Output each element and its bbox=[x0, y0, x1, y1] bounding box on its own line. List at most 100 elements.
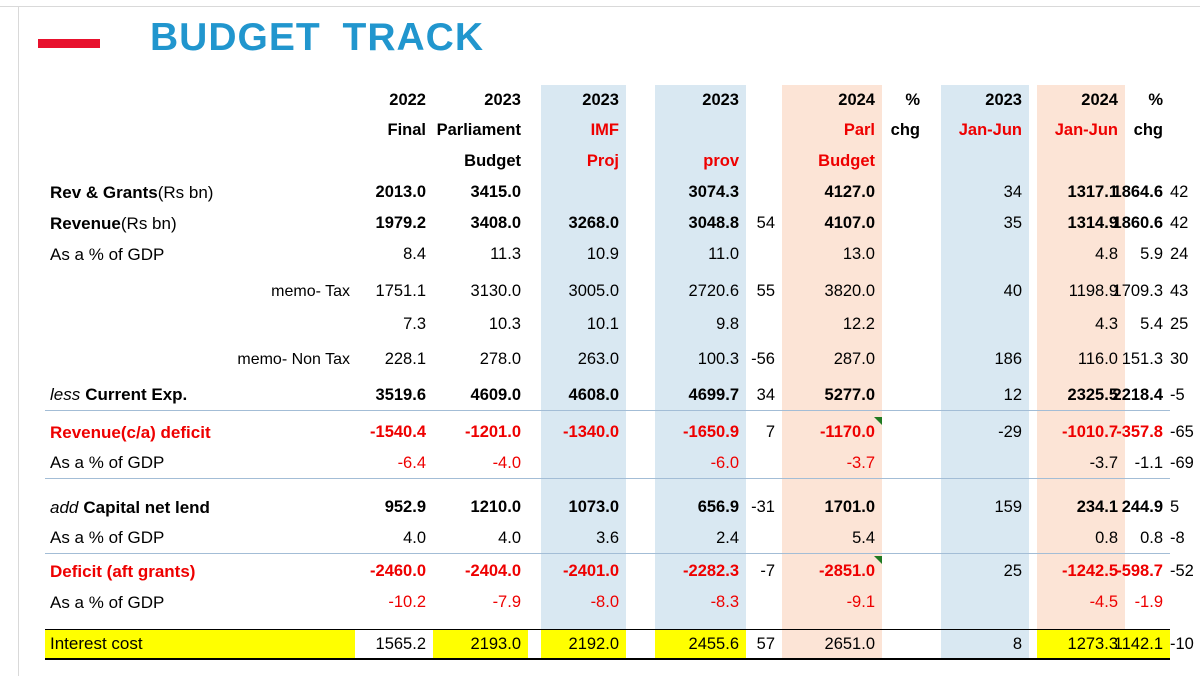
table-cell[interactable]: 3130.0 bbox=[433, 276, 528, 307]
table-cell[interactable]: 1751.1 bbox=[355, 276, 433, 307]
col-header-2024-janjun[interactable]: 2024 bbox=[1081, 90, 1118, 109]
table-cell[interactable]: 10.1 bbox=[541, 309, 626, 340]
subheader-parliament[interactable]: Parliament bbox=[436, 121, 521, 139]
table-cell[interactable]: 12.2 bbox=[782, 309, 882, 340]
table-cell[interactable]: -1540.4 bbox=[355, 417, 433, 448]
table-cell[interactable]: 34 bbox=[941, 177, 1029, 208]
table-cell[interactable]: -31 bbox=[746, 492, 782, 523]
table-cell[interactable]: 5 bbox=[1170, 492, 1186, 523]
col-header-pct-2[interactable]: % bbox=[1148, 90, 1163, 109]
row-label[interactable]: Interest cost bbox=[45, 630, 355, 658]
table-cell[interactable]: 8 bbox=[941, 630, 1029, 658]
table-cell[interactable]: 186 bbox=[941, 344, 1029, 375]
table-cell[interactable]: 100.3 bbox=[655, 344, 746, 375]
table-cell[interactable]: -52 bbox=[1170, 556, 1200, 587]
table-cell[interactable]: 7 bbox=[746, 417, 782, 448]
table-cell[interactable]: 3.6 bbox=[541, 523, 626, 553]
table-cell[interactable]: 4.0 bbox=[355, 523, 433, 553]
table-cell[interactable]: 2193.0 bbox=[433, 630, 528, 658]
table-cell[interactable]: 12 bbox=[941, 380, 1029, 410]
table-cell[interactable]: 2192.0 bbox=[541, 630, 626, 658]
table-cell[interactable]: 234.1 bbox=[1037, 492, 1125, 523]
table-cell[interactable]: 7.3 bbox=[355, 309, 433, 340]
table-cell[interactable]: -5 bbox=[1170, 380, 1192, 410]
table-cell[interactable]: 1864.6 bbox=[1113, 177, 1170, 208]
table-cell[interactable]: 11.3 bbox=[433, 239, 528, 270]
table-cell[interactable]: 2013.0 bbox=[355, 177, 433, 208]
table-cell[interactable]: 287.0 bbox=[782, 344, 882, 375]
table-cell[interactable]: 2651.0 bbox=[782, 630, 882, 658]
row-label[interactable]: Rev & Grants (Rs bn) bbox=[45, 177, 355, 208]
table-cell[interactable] bbox=[541, 448, 626, 478]
col-header-2022[interactable]: 2022 bbox=[389, 90, 426, 109]
table-cell[interactable]: -1010.7 bbox=[1037, 417, 1125, 448]
table-cell[interactable]: -3.7 bbox=[1037, 448, 1125, 478]
table-cell[interactable]: 1314.9 bbox=[1037, 208, 1125, 239]
subheader-budget-2024[interactable]: Budget bbox=[818, 152, 875, 170]
table-cell[interactable]: 3005.0 bbox=[541, 276, 626, 307]
table-cell[interactable]: -1.9 bbox=[1125, 587, 1170, 618]
table-cell[interactable]: 3519.6 bbox=[355, 380, 433, 410]
table-cell[interactable]: 1317.1 bbox=[1037, 177, 1125, 208]
table-cell[interactable]: -8.3 bbox=[655, 587, 746, 618]
table-cell[interactable]: 3415.0 bbox=[433, 177, 528, 208]
subheader-janjun-2024[interactable]: Jan-Jun bbox=[1054, 121, 1118, 139]
table-cell[interactable]: 263.0 bbox=[541, 344, 626, 375]
table-cell[interactable]: -6.4 bbox=[355, 448, 433, 478]
table-cell[interactable]: 2325.5 bbox=[1037, 380, 1125, 410]
table-cell[interactable]: 1273.3 bbox=[1037, 630, 1125, 658]
table-cell[interactable]: -2401.0 bbox=[541, 556, 626, 587]
subheader-final[interactable]: Final bbox=[387, 121, 426, 139]
row-label[interactable]: Revenue(c/a) deficit bbox=[45, 417, 355, 448]
table-cell[interactable]: -7.9 bbox=[433, 587, 528, 618]
table-cell[interactable]: -2851.0 bbox=[782, 556, 882, 587]
table-cell[interactable]: 4127.0 bbox=[782, 177, 882, 208]
table-cell[interactable]: 1860.6 bbox=[1113, 208, 1170, 239]
table-cell[interactable] bbox=[746, 587, 782, 618]
table-cell[interactable]: 40 bbox=[941, 276, 1029, 307]
table-cell[interactable]: 10.3 bbox=[433, 309, 528, 340]
table-cell[interactable]: -4.5 bbox=[1037, 587, 1125, 618]
table-cell[interactable]: 151.3 bbox=[1122, 344, 1170, 375]
table-cell[interactable]: -7 bbox=[746, 556, 782, 587]
table-cell[interactable]: -69 bbox=[1170, 448, 1200, 478]
table-cell[interactable]: 656.9 bbox=[655, 492, 746, 523]
table-cell[interactable] bbox=[746, 448, 782, 478]
table-cell[interactable]: 2455.6 bbox=[655, 630, 746, 658]
table-cell[interactable]: 0.8 bbox=[1125, 523, 1170, 553]
table-cell[interactable]: 10.9 bbox=[541, 239, 626, 270]
row-label[interactable]: less Current Exp. bbox=[45, 380, 355, 410]
row-label[interactable]: Revenue (Rs bn) bbox=[45, 208, 355, 239]
table-cell[interactable]: 8.4 bbox=[355, 239, 433, 270]
table-cell[interactable]: 1979.2 bbox=[355, 208, 433, 239]
table-cell[interactable]: 116.0 bbox=[1037, 344, 1125, 375]
table-cell[interactable]: 25 bbox=[1170, 309, 1195, 340]
table-cell[interactable]: -6.0 bbox=[655, 448, 746, 478]
table-cell[interactable]: 30 bbox=[1170, 344, 1195, 375]
table-cell[interactable]: 43 bbox=[1170, 276, 1195, 307]
subheader-prov[interactable]: prov bbox=[703, 152, 739, 170]
table-cell[interactable]: -8 bbox=[1170, 523, 1192, 553]
table-cell[interactable]: 42 bbox=[1170, 208, 1195, 239]
table-cell[interactable]: 1565.2 bbox=[355, 630, 433, 658]
table-cell[interactable] bbox=[941, 523, 1029, 553]
table-cell[interactable]: 9.8 bbox=[655, 309, 746, 340]
table-cell[interactable]: 278.0 bbox=[433, 344, 528, 375]
table-cell[interactable]: -56 bbox=[746, 344, 782, 375]
table-cell[interactable]: 2.4 bbox=[655, 523, 746, 553]
table-cell[interactable]: -1242.5 bbox=[1037, 556, 1125, 587]
col-header-2023-prov[interactable]: 2023 bbox=[702, 90, 739, 109]
table-cell[interactable]: 34 bbox=[746, 380, 782, 410]
subheader-chg-1[interactable]: chg bbox=[890, 121, 920, 139]
table-cell[interactable]: 244.9 bbox=[1122, 492, 1170, 523]
table-cell[interactable] bbox=[746, 523, 782, 553]
table-cell[interactable]: -2282.3 bbox=[655, 556, 746, 587]
table-cell[interactable]: 55 bbox=[746, 276, 782, 307]
table-cell[interactable] bbox=[941, 448, 1029, 478]
table-cell[interactable]: -1340.0 bbox=[541, 417, 626, 448]
table-cell[interactable]: -65 bbox=[1170, 417, 1200, 448]
table-cell[interactable]: 228.1 bbox=[355, 344, 433, 375]
table-cell[interactable]: -8.0 bbox=[541, 587, 626, 618]
subheader-imf[interactable]: IMF bbox=[590, 121, 619, 139]
table-cell[interactable]: -1650.9 bbox=[655, 417, 746, 448]
